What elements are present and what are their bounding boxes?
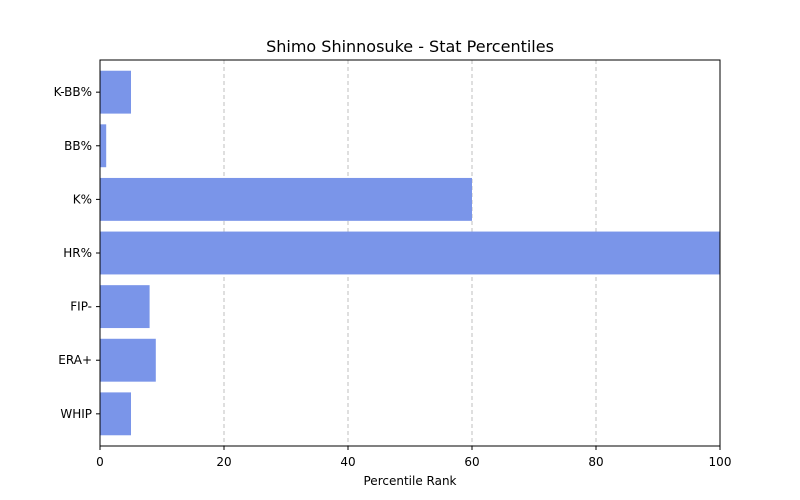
y-tick-label: K-BB% — [54, 85, 92, 99]
bar-era- — [100, 338, 156, 382]
y-tick-label: BB% — [64, 139, 92, 153]
x-tick-label: 100 — [709, 455, 732, 469]
bar-k-bb- — [100, 70, 131, 114]
x-tick-label: 80 — [588, 455, 603, 469]
chart-title: Shimo Shinnosuke - Stat Percentiles — [266, 37, 554, 56]
x-tick-label: 20 — [216, 455, 231, 469]
bar-whip — [100, 392, 131, 436]
x-axis-label: Percentile Rank — [364, 474, 457, 488]
y-axis: K-BB% BB% K% HR% FIP- ERA+ WHIP — [54, 85, 100, 421]
bar-k- — [100, 177, 472, 221]
bar-bb- — [100, 124, 107, 168]
x-tick-label: 40 — [340, 455, 355, 469]
x-tick-label: 0 — [96, 455, 104, 469]
bar-layer — [100, 70, 720, 436]
y-tick-label: HR% — [63, 246, 92, 260]
y-tick-label: WHIP — [60, 407, 92, 421]
y-tick-label: K% — [73, 192, 92, 206]
x-axis: 0 20 40 60 80 100 — [96, 446, 731, 469]
x-tick-label: 60 — [464, 455, 479, 469]
bar-fip- — [100, 285, 150, 329]
y-tick-label: FIP- — [70, 300, 92, 314]
bar-hr- — [100, 231, 720, 275]
y-tick-label: ERA+ — [58, 353, 92, 367]
